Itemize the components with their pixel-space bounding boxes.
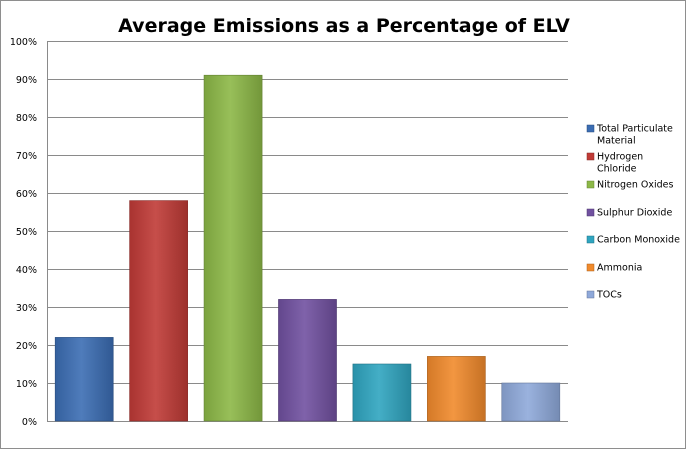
legend-swatch <box>586 235 595 244</box>
legend-swatch <box>586 152 595 161</box>
legend-item: Ammonia <box>586 263 642 274</box>
bar-carbon-monoxide <box>352 363 412 422</box>
legend-item: Sulphur Dioxide <box>586 208 672 219</box>
bars <box>54 74 561 422</box>
legend-item: TOCs <box>586 290 622 301</box>
y-tick-label: 70% <box>16 151 37 162</box>
bar-sulphur-dioxide <box>278 299 337 422</box>
legend-item: Hydrogen Chloride <box>586 152 643 175</box>
bar-nitrogen-oxides <box>203 74 263 422</box>
bar-ammonia <box>427 356 486 422</box>
legend-label: TOCs <box>596 290 622 301</box>
legend-label: Ammonia <box>597 263 642 274</box>
y-tick-label: 0% <box>22 417 37 428</box>
legend-swatch <box>586 180 595 189</box>
legend-label: Hydrogen Chloride <box>597 152 643 175</box>
bar-total-particulate-material <box>54 337 114 422</box>
y-tick-label: 100% <box>10 37 37 48</box>
bar-hydrogen-chloride <box>129 200 188 422</box>
legend-item: Total Particulate Material <box>586 124 673 147</box>
y-tick-label: 40% <box>16 265 37 276</box>
y-tick-label: 30% <box>16 303 37 314</box>
y-axis-ticks: 0% 10% 20% 30% 40% 50% 60% 70% 80% 90% 100% <box>10 37 37 428</box>
y-tick-label: 50% <box>16 227 37 238</box>
y-tick-label: 90% <box>16 75 37 86</box>
legend-swatch <box>586 290 595 299</box>
legend-item: Nitrogen Oxides <box>586 180 674 191</box>
y-tick-label: 80% <box>16 113 37 124</box>
legend-swatch <box>586 208 595 217</box>
legend-label: Sulphur Dioxide <box>597 208 672 219</box>
bar-tocs <box>501 382 561 422</box>
legend-label: Nitrogen Oxides <box>597 180 674 191</box>
legend: Total Particulate Material Hydrogen Chlorid… <box>586 124 680 301</box>
y-tick-label: 60% <box>16 189 37 200</box>
legend-swatch <box>586 124 595 133</box>
legend-label: Carbon Monoxide <box>597 235 680 246</box>
chart-title: Average Emissions as a Percentage of ELV <box>118 15 570 37</box>
y-tick-label: 20% <box>16 341 37 352</box>
legend-item: Carbon Monoxide <box>586 235 680 246</box>
legend-swatch <box>586 263 595 272</box>
y-tick-label: 10% <box>16 379 37 390</box>
legend-label: Total Particulate Material <box>596 124 673 147</box>
